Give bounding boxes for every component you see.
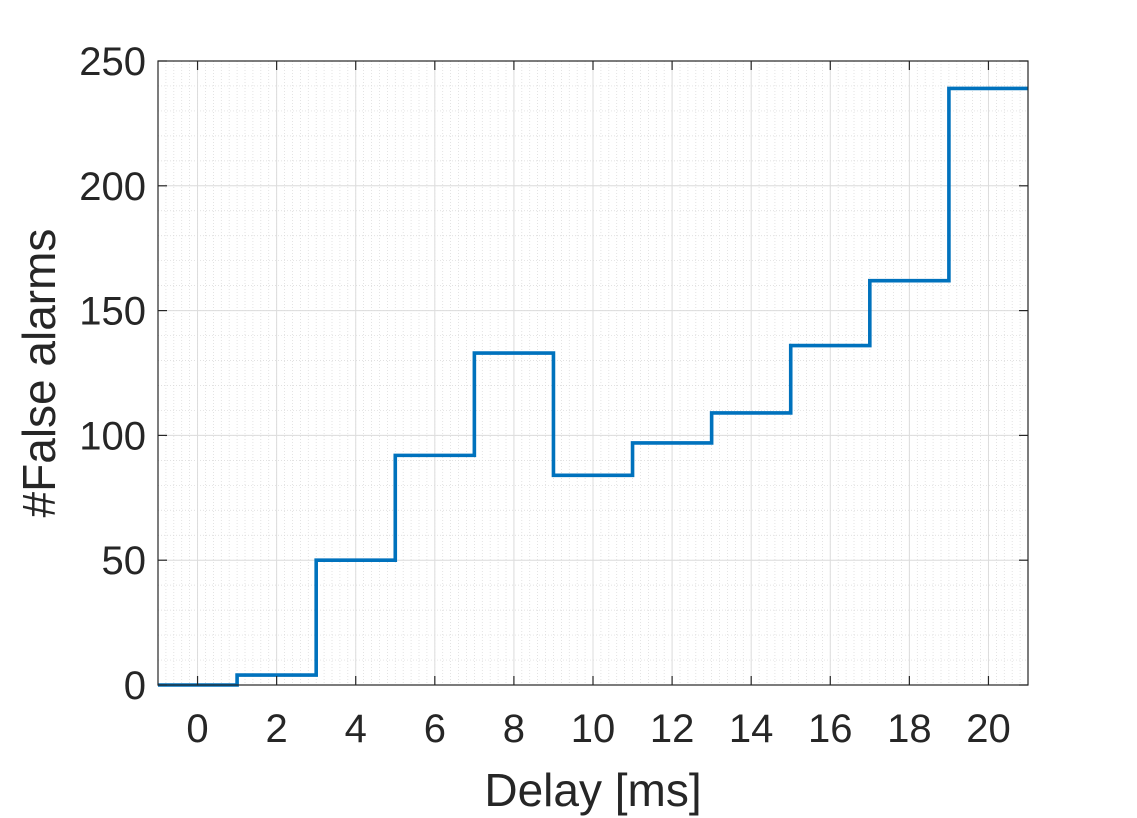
series-layer [158, 86, 1028, 687]
x-tick-label: 4 [345, 707, 367, 751]
y-tick-label: 100 [79, 414, 146, 458]
y-tick-label: 0 [124, 664, 146, 708]
y-tick-label: 250 [79, 40, 146, 84]
series-line [158, 86, 1028, 687]
x-tick-label: 14 [729, 707, 774, 751]
x-tick-label: 16 [808, 707, 853, 751]
x-tick-label: 2 [266, 707, 288, 751]
x-axis-label: Delay [ms] [484, 764, 701, 816]
x-tick-label: 18 [887, 707, 932, 751]
x-tick-label: 10 [571, 707, 616, 751]
x-axis-ticks: 0 2 4 6 8 10 12 14 16 18 20 [186, 61, 1011, 751]
x-tick-label: 6 [424, 707, 446, 751]
y-tick-label: 150 [79, 290, 146, 334]
y-axis-label: #False alarms [13, 229, 65, 518]
x-tick-label: 12 [650, 707, 695, 751]
y-tick-label: 50 [102, 539, 147, 583]
y-axis-ticks: 0 50 100 150 200 250 [79, 40, 1028, 708]
x-tick-label: 0 [186, 707, 208, 751]
y-tick-label: 200 [79, 165, 146, 209]
x-tick-label: 20 [966, 707, 1011, 751]
x-tick-label: 8 [503, 707, 525, 751]
